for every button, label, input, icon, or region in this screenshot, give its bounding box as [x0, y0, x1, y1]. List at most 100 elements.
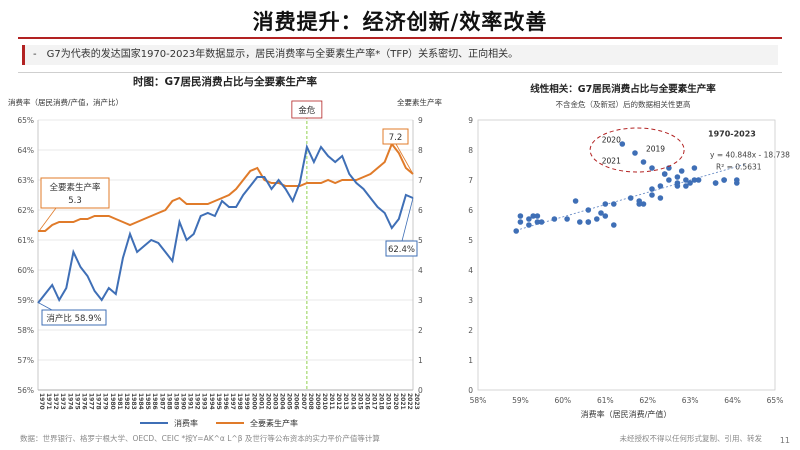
- scatter-point: [517, 213, 524, 219]
- y-tick-label: 8: [468, 146, 473, 155]
- y-left-tick-label: 62%: [17, 206, 34, 215]
- x-tick-label: 1990: [180, 393, 187, 410]
- scatter-point: [695, 177, 702, 183]
- tfp-end-callout-box: [382, 128, 409, 145]
- scatter-point: [649, 186, 655, 192]
- x-tick-label: 1978: [95, 393, 102, 410]
- x-tick-label: 2013: [342, 393, 349, 410]
- x-tick-label: 2002: [264, 393, 271, 410]
- scatter-point: [657, 183, 664, 189]
- scatter-point: [534, 213, 541, 219]
- scatter-point: [674, 183, 681, 189]
- x-tick-label: 2008: [307, 393, 314, 410]
- scatter-point: [585, 207, 592, 213]
- scatter-point: [734, 177, 740, 183]
- x-tick-label: 1972: [52, 393, 59, 410]
- scatter-point: [577, 219, 583, 225]
- x-tick-label: 1975: [73, 393, 80, 410]
- y-right-tick-label: 0: [418, 386, 423, 395]
- x-tick-label: 2014: [349, 393, 356, 410]
- tfp-end-leader: [395, 143, 414, 175]
- y-left-tick-label: 59%: [17, 296, 34, 305]
- x-tick-label: 1982: [123, 393, 130, 410]
- series-line-consumption: [37, 143, 414, 304]
- x-tick-label: 2003: [271, 393, 278, 410]
- scatter-point: [657, 195, 664, 201]
- divider: [18, 72, 782, 73]
- x-tick-label: 1974: [66, 393, 73, 410]
- scatter-point: [526, 216, 532, 222]
- x-tick-label: 2022: [406, 393, 413, 410]
- consumption-end-callout-box: [385, 240, 418, 257]
- scatter-point: [517, 219, 524, 225]
- tfp-start-leader: [38, 207, 57, 232]
- scatter-point: [602, 201, 609, 207]
- x-tick-label: 1984: [137, 393, 144, 410]
- x-tick-label: 65%: [767, 396, 784, 405]
- chart-title: 时图：G7居民消费占比与全要素生产率: [133, 75, 317, 88]
- x-tick-label: 2006: [293, 393, 300, 410]
- x-tick-label: 62%: [639, 396, 656, 405]
- x-tick-label: 2016: [363, 393, 370, 410]
- x-tick-label: 1973: [59, 393, 66, 410]
- x-tick-label: 1977: [88, 393, 95, 410]
- x-tick-label: 1994: [208, 393, 215, 410]
- summary-text: G7为代表的发达国家1970-2023年数据显示，居民消费率与全要素生产率*（T…: [46, 49, 519, 60]
- x-tick-label: 2000: [250, 393, 257, 410]
- x-tick-label: 1985: [144, 393, 151, 410]
- scatter-point: [594, 216, 600, 222]
- trend-equation: y = 40.848x - 18.738: [710, 151, 790, 160]
- scatter-point: [640, 159, 647, 165]
- y-right-tick-label: 7: [418, 176, 423, 185]
- scatter-point: [649, 192, 655, 198]
- x-tick-label: 2005: [286, 393, 293, 410]
- scatter-point: [534, 219, 541, 225]
- scatter-point: [721, 177, 727, 183]
- tfp-start-value: 5.3: [68, 196, 82, 206]
- scatter-point: [538, 219, 545, 225]
- y-tick-label: 3: [468, 296, 473, 305]
- x-tick-label: 1976: [80, 393, 87, 410]
- x-tick-label: 60%: [555, 396, 572, 405]
- y-left-tick-label: 57%: [17, 356, 34, 365]
- y-left-tick-label: 61%: [17, 236, 34, 245]
- x-tick-label: 2018: [378, 393, 385, 410]
- x-tick-label: 2007: [300, 393, 307, 410]
- y-right-tick-label: 3: [418, 296, 423, 305]
- x-tick-label: 64%: [724, 396, 741, 405]
- x-tick-label: 2015: [356, 393, 363, 410]
- x-tick-label: 58%: [470, 396, 487, 405]
- x-axis-label: 消费率（居民消费/产值）: [581, 409, 672, 419]
- x-tick-label: 1979: [102, 393, 109, 410]
- scatter-point: [687, 180, 693, 186]
- page-title: 消费提升：经济创新/效率改善: [252, 9, 548, 34]
- x-tick-label: 63%: [682, 396, 699, 405]
- scatter-point: [649, 165, 655, 171]
- x-tick-label: 1983: [130, 393, 137, 410]
- x-tick-label: 1992: [194, 393, 201, 410]
- y-right-tick-label: 6: [418, 206, 423, 215]
- x-tick-label: 2010: [321, 393, 328, 410]
- scatter-point: [611, 201, 617, 207]
- y-right-tick-label: 1: [418, 356, 423, 365]
- scatter-point: [712, 180, 719, 186]
- series-line-tfp: [38, 142, 414, 232]
- period-label: 1970-2023: [708, 130, 756, 139]
- page-number: 11: [779, 436, 790, 445]
- x-tick-label: 2001: [257, 393, 264, 410]
- scatter-point: [666, 177, 672, 183]
- y-tick-label: 0: [468, 386, 473, 395]
- scatter-point: [691, 177, 698, 183]
- crisis-label: 金危: [298, 105, 316, 116]
- tfp-start-label: 全要素生产率: [49, 182, 101, 193]
- y-left-tick-label: 65%: [17, 116, 34, 125]
- y-right-tick-label: 9: [418, 116, 423, 125]
- scatter-point: [683, 177, 689, 183]
- scatter-point: [611, 222, 617, 228]
- scatter-point: [640, 201, 647, 207]
- x-tick-label: 59%: [512, 396, 529, 405]
- legend-label-consumption: 消费率: [174, 418, 198, 428]
- scatter-point: [564, 216, 570, 222]
- summary-box: - G7为代表的发达国家1970-2023年数据显示，居民消费率与全要素生产率*（…: [22, 45, 778, 65]
